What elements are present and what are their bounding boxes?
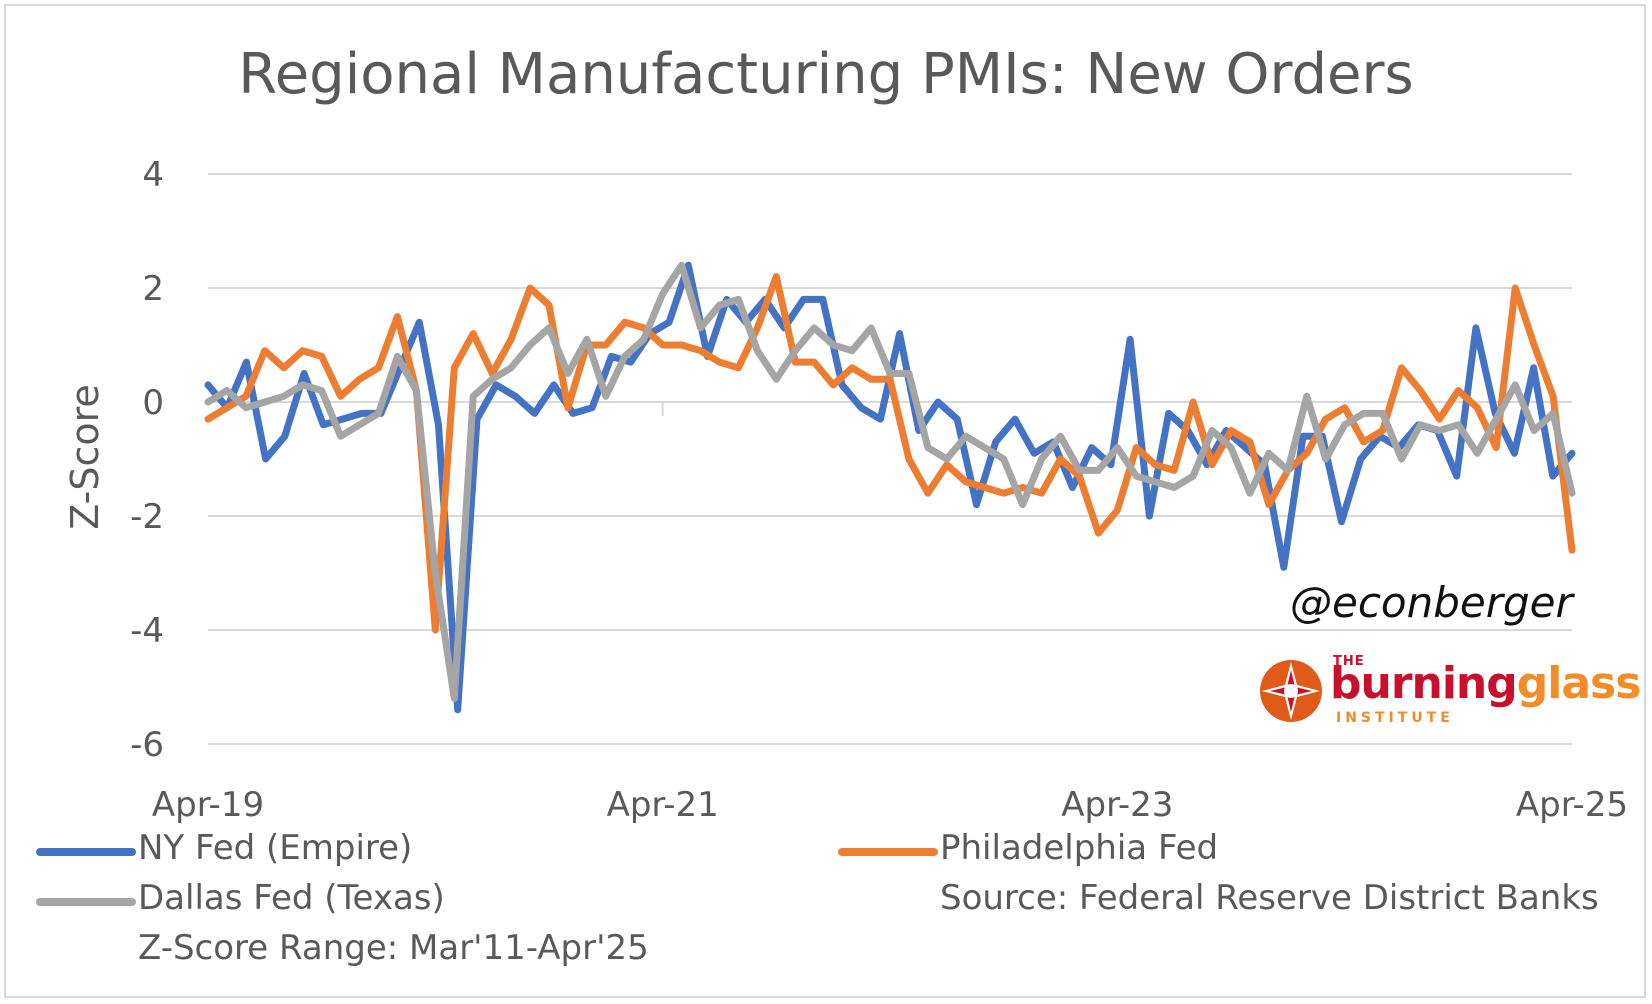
y-tick-label: -2 xyxy=(130,497,164,537)
x-tick-label: Apr-25 xyxy=(1516,785,1628,825)
logo-institute: INSTITUTE xyxy=(1336,710,1454,726)
logo-word-2: glass xyxy=(1516,658,1642,709)
x-tick-label: Apr-23 xyxy=(1061,785,1173,825)
x-tick-label: Apr-21 xyxy=(607,785,719,825)
series-lines xyxy=(204,261,1576,714)
y-axis-label: Z-Score xyxy=(63,384,107,530)
y-tick-label: 2 xyxy=(142,269,164,309)
twitter-handle: @econberger xyxy=(1290,578,1573,627)
zscore-range-note: Z-Score Range: Mar'11-Apr'25 xyxy=(138,928,649,968)
chart-frame xyxy=(4,4,1646,998)
y-tick-label: 0 xyxy=(142,383,164,423)
y-tick-label: 4 xyxy=(142,155,164,195)
legend-swatch-dallas xyxy=(36,898,136,906)
x-tick-label: Apr-19 xyxy=(152,785,264,825)
logo-wordmark: burningglass xyxy=(1330,658,1642,709)
legend-label-ny: NY Fed (Empire) xyxy=(138,828,413,868)
y-tick-label: -6 xyxy=(130,725,164,765)
legend-swatch-ny xyxy=(36,848,136,856)
y-axis-ticks: 4 2 0 -2 -4 -6 xyxy=(130,155,164,765)
legend-swatch-philly xyxy=(838,848,938,856)
series-line-ny-fed xyxy=(204,261,1576,714)
sunburst-icon xyxy=(1260,660,1322,722)
logo-the: THE xyxy=(1333,654,1365,669)
x-axis-ticks: Apr-19 Apr-21 Apr-23 Apr-25 xyxy=(152,402,1628,825)
legend-label-dallas: Dallas Fed (Texas) xyxy=(138,878,445,918)
burning-glass-logo: THE burningglass INSTITUTE xyxy=(1258,652,1641,732)
y-tick-label: -4 xyxy=(130,611,164,651)
series-line-dallas-fed xyxy=(204,261,1576,702)
series-line-philadelphia-fed xyxy=(204,273,1576,634)
chart-title: Regional Manufacturing PMIs: New Orders xyxy=(238,42,1414,107)
legend-label-philly: Philadelphia Fed xyxy=(940,828,1219,868)
source-note: Source: Federal Reserve District Banks xyxy=(940,878,1599,918)
logo-word-1: burning xyxy=(1330,658,1518,709)
